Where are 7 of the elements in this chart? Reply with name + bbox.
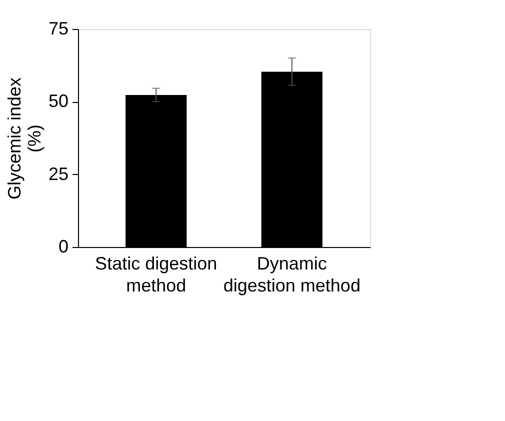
y-tick-label: 50 (48, 91, 68, 112)
x-tick-label: Dynamic digestion method (223, 254, 360, 296)
y-tick-label: 25 (48, 164, 68, 184)
x-tick-label: Static digestion method (95, 254, 218, 296)
y-tick-label: 0 (58, 236, 68, 256)
y-axis-title: Glycemic index (%) (4, 77, 44, 200)
y-tick-label: 75 (48, 18, 68, 38)
